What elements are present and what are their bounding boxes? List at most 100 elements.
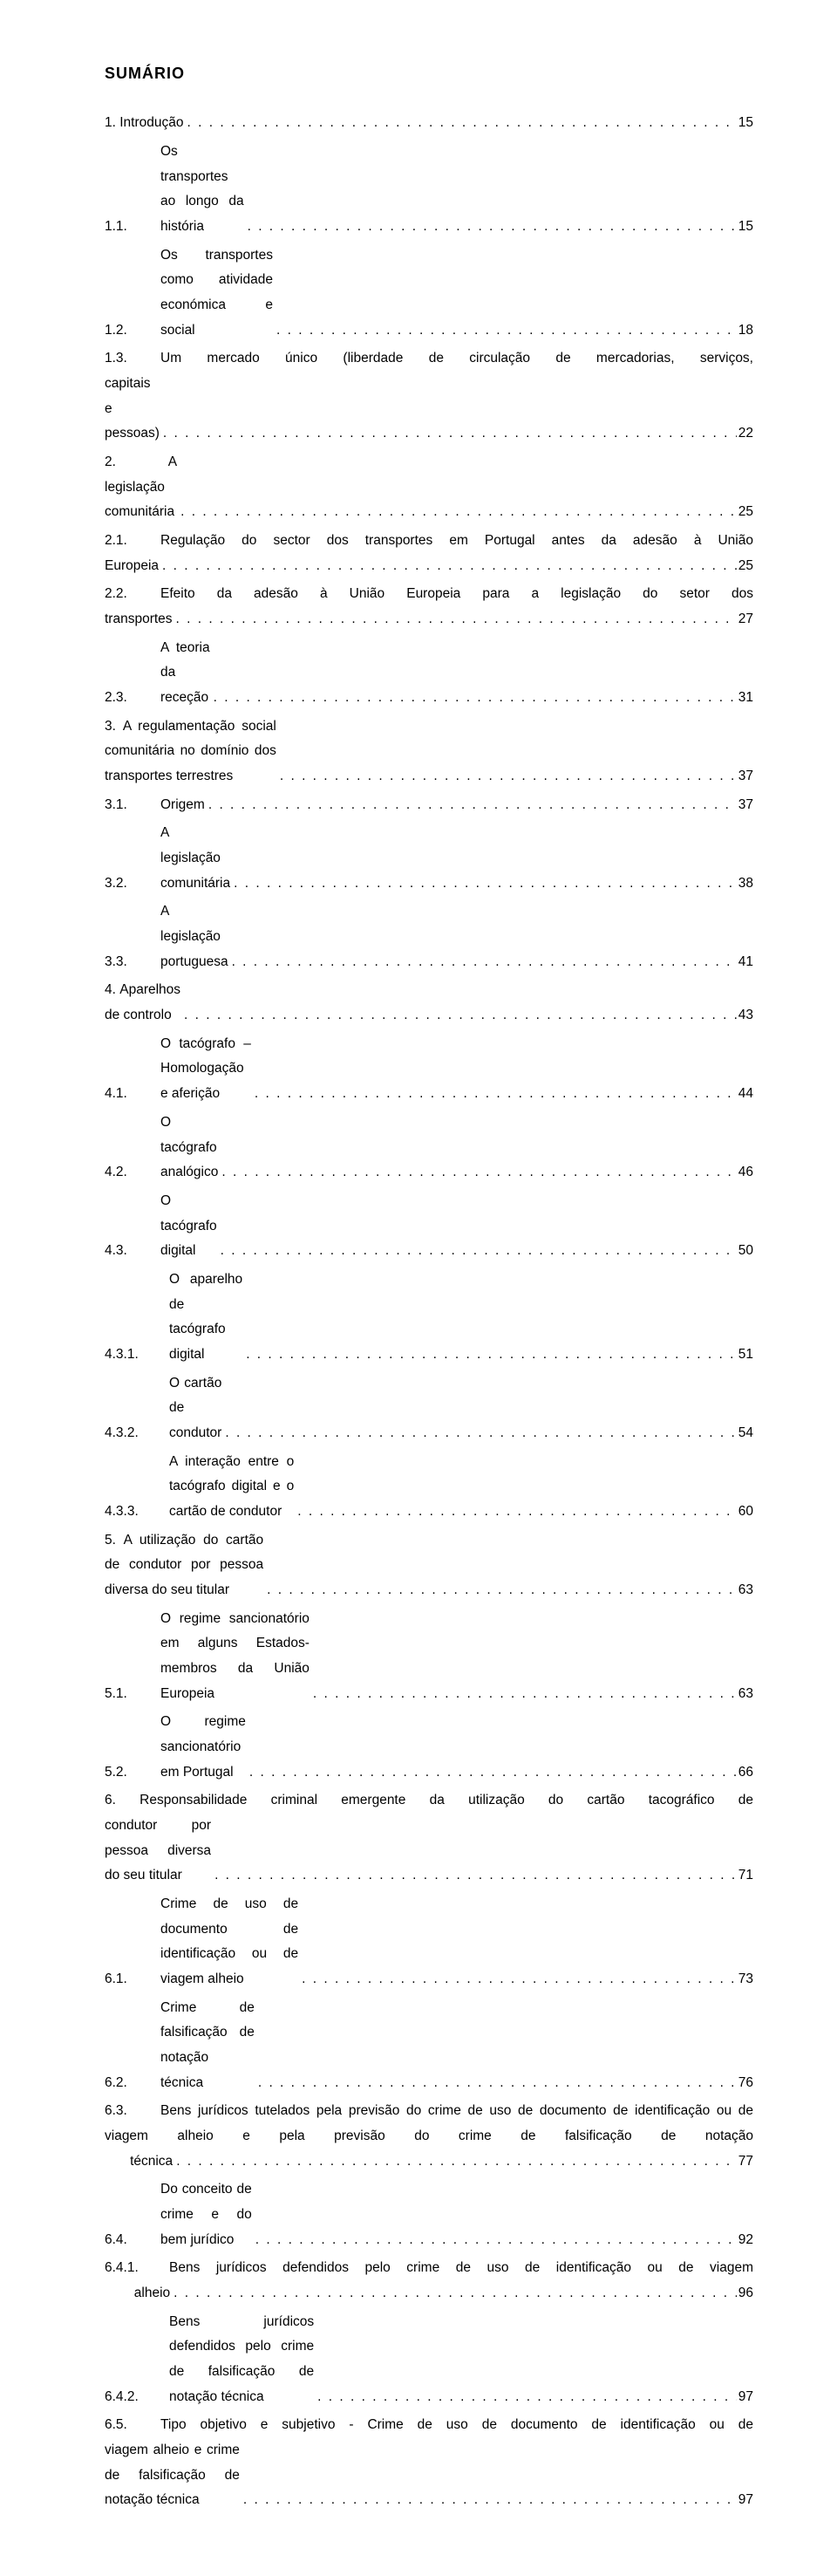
toc-number: 4.1. [105,1082,160,1107]
toc-entry: 1.1.Os transportes ao longo da história1… [105,140,753,240]
toc-entry: 4.3.1.O aparelho de tacógrafo digital 51 [105,1268,753,1368]
toc-text: Europeia [105,554,159,579]
toc-text: O cartão de condutor [169,1371,221,1446]
toc-number: 3.1. [105,793,160,818]
toc-entry: 6. Responsabilidade criminal emergente d… [105,1788,753,1889]
toc-text: A teoria da receção [160,636,210,711]
toc-line: 1.3.Um mercado único (liberdade de circu… [105,346,753,372]
table-of-contents: 1. Introdução 15 1.1.Os transportes ao lon… [105,111,753,2513]
toc-text: Do conceito de crime e do bem jurídico [160,2177,252,2252]
toc-leader-dots [228,950,737,975]
toc-page: 38 [737,871,753,897]
toc-page: 25 [737,500,753,525]
toc-page: 66 [737,1760,753,1786]
toc-text: Crime de uso de documento de identificaç… [160,1892,298,1992]
toc-leader-dots [276,764,737,789]
toc-entry: 2.1.Regulação do sector dos transportes … [105,529,753,578]
toc-leader-dots [210,686,737,711]
toc-page: 41 [737,950,753,975]
toc-number: 6.4. [105,2228,160,2253]
toc-number: 2.3. [105,686,160,711]
toc-line: 6.4.1.Bens jurídicos defendidos pelo cri… [105,2256,753,2281]
toc-leader-dots [180,1003,737,1028]
toc-page: 43 [737,1003,753,1028]
toc-text: Regulação do sector dos transportes em P… [160,533,753,548]
toc-leader-dots [263,1578,737,1603]
toc-entry: 6.2.Crime de falsificação de notação téc… [105,1996,753,2096]
toc-number: 3. [105,719,116,734]
toc-leader-dots [314,2385,737,2410]
toc-leader-dots [242,1343,737,1368]
toc-text: Crime de falsificação de notação técnica [160,1996,255,2096]
toc-number: 1.2. [105,318,160,344]
toc-entry: 6.4.1.Bens jurídicos defendidos pelo cri… [105,2256,753,2306]
toc-label: A legislação comunitária [105,454,177,519]
toc-page: 63 [737,1682,753,1707]
toc-text: O aparelho de tacógrafo digital [169,1268,242,1368]
toc-label: Introdução [119,115,183,130]
toc-line-last: Europeia 25 [105,554,753,579]
toc-entry: 3.1.Origem37 [105,793,753,818]
toc-leader-dots [160,421,737,447]
toc-text: 3. A regulamentação social comunitária n… [105,714,276,789]
toc-leader-dots [251,1082,737,1107]
toc-text: Bens jurídicos tutelados pela previsão d… [105,2103,753,2143]
toc-line: 2.1.Regulação do sector dos transportes … [105,529,753,554]
toc-text: Efeito da adesão à União Europeia para a… [160,586,753,601]
toc-page: 97 [737,2488,753,2513]
toc-number: 6.5. [105,2413,160,2438]
toc-text: alheio [134,2281,170,2306]
toc-page: 25 [737,554,753,579]
toc-page: 37 [737,764,753,789]
toc-entry: 6.4.Do conceito de crime e do bem jurídi… [105,2177,753,2252]
toc-entry: 4.2.O tacógrafo analógico46 [105,1110,753,1186]
toc-page: 31 [737,686,753,711]
toc-leader-dots [230,871,737,897]
toc-text: O regime sancionatório em Portugal [160,1710,246,1785]
toc-text: Um mercado único (liberdade de circulaçã… [160,351,753,366]
toc-text: condutor por pessoa diversa do seu titul… [105,1814,211,1889]
toc-page: 15 [737,111,753,136]
toc-page: 18 [737,318,753,344]
toc-text: Tipo objetivo e subjetivo - Crime de uso… [160,2417,753,2432]
toc-page: 96 [737,2281,753,2306]
toc-line: 6. Responsabilidade criminal emergente d… [105,1788,753,1814]
toc-leader-dots [246,1760,737,1786]
toc-text: A legislação comunitária [160,821,230,896]
toc-line: 6.5.Tipo objetivo e subjetivo - Crime de… [105,2413,753,2438]
toc-number: 3.2. [105,871,160,897]
toc-text: O tacógrafo digital [160,1189,217,1264]
toc-page: 51 [737,1343,753,1368]
toc-number: 1. [105,115,116,130]
toc-page: 22 [737,421,753,447]
toc-number: 1.3. [105,346,160,372]
toc-text: capitais e pessoas) [105,372,160,447]
toc-number: 4.3.1. [105,1343,169,1368]
toc-number: 5. [105,1533,116,1548]
toc-number: 6. [105,1793,140,1807]
toc-number: 5.1. [105,1682,160,1707]
toc-page: 76 [737,2071,753,2096]
toc-leader-dots [221,1421,736,1446]
toc-entry: 4.1.O tacógrafo – Homologação e aferição… [105,1032,753,1107]
toc-entry: 2. A legislação comunitária25 [105,450,753,525]
toc-leader-dots [298,1967,737,1992]
toc-page: 77 [737,2149,753,2175]
toc-text: transportes [105,607,173,632]
toc-leader-dots [252,2228,737,2253]
toc-page: 63 [737,1578,753,1603]
toc-label: Aparelhos de controlo [105,982,180,1022]
toc-number: 4.3.2. [105,1421,169,1446]
toc-text: A legislação portuguesa [160,899,228,974]
toc-text: Bens jurídicos defendidos pelo crime de … [169,2310,314,2410]
toc-line-last: alheio 96 [105,2281,753,2306]
page-title: SUMÁRIO [105,59,753,88]
toc-number: 4.3. [105,1239,160,1264]
toc-entry: 3. A regulamentação social comunitária n… [105,714,753,789]
toc-entry: 5.1.O regime sancionatório em alguns Est… [105,1607,753,1707]
toc-line: 6.3.Bens jurídicos tutelados pela previs… [105,2099,753,2149]
toc-entry: 6.4.2.Bens jurídicos defendidos pelo cri… [105,2310,753,2410]
toc-page: 60 [737,1500,753,1525]
toc-leader-dots [173,607,737,632]
toc-leader-dots [205,793,737,818]
